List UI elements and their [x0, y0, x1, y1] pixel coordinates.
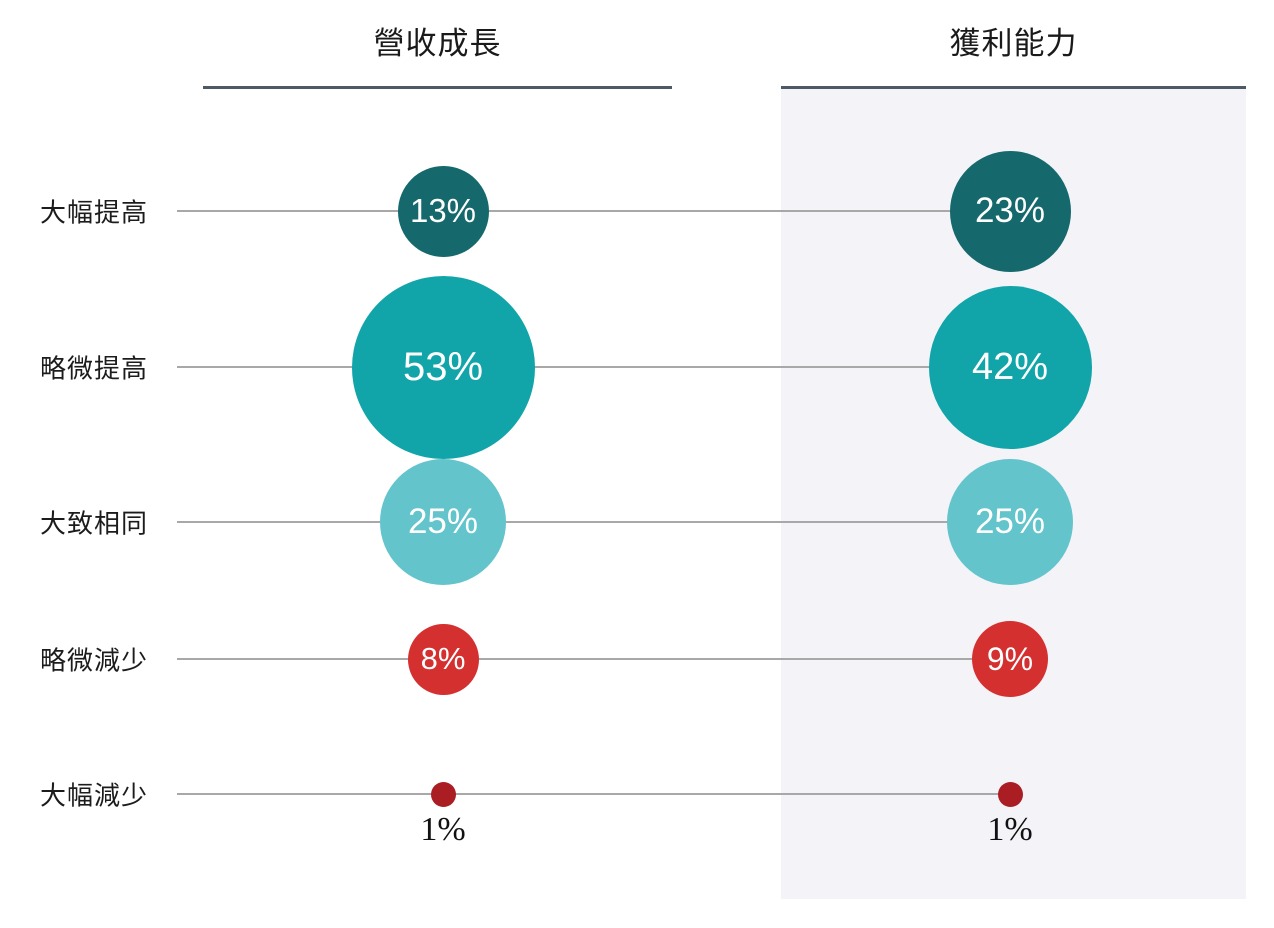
bubble-profitability-row3: 25% [947, 459, 1073, 585]
bubble-value-label: 25% [974, 502, 1046, 541]
header-rule-left [203, 86, 672, 89]
category-label: 略微減少 [40, 645, 149, 676]
bubble-profitability-row4: 9% [972, 621, 1048, 697]
bubble-profitability-row2: 42% [928, 285, 1092, 449]
bubble-profitability-row5 [997, 781, 1023, 807]
bubble-value-label-outside: 1% [420, 810, 466, 848]
category-label: 大幅提高 [40, 197, 149, 228]
category-label: 大致相同 [40, 508, 149, 539]
row-connector-line [177, 366, 1010, 368]
bubble-value-label: 53% [402, 344, 484, 389]
category-label: 大幅減少 [40, 780, 149, 811]
bubble-value-label: 13% [409, 192, 477, 229]
bubble-revenue-growth-row3: 25% [380, 459, 506, 585]
bubble-revenue-growth-row1: 13% [397, 165, 489, 257]
bubble-revenue-growth-row5 [430, 781, 456, 807]
category-label: 略微提高 [40, 353, 149, 384]
bubble-revenue-growth-row4: 8% [407, 623, 479, 695]
row-connector-line [177, 658, 1010, 660]
row-connector-line [177, 521, 1010, 523]
bubble-revenue-growth-row2: 53% [351, 275, 535, 459]
bubble-value-label: 25% [407, 502, 479, 541]
bubble-value-label: 9% [986, 640, 1034, 677]
column-header-profitability: 獲利能力 [949, 26, 1078, 61]
bubble-value-label: 42% [971, 345, 1049, 388]
column-header-revenue-growth: 營收成長 [373, 26, 502, 61]
bubble-value-label-outside: 1% [987, 810, 1033, 848]
row-connector-line [177, 210, 1010, 212]
row-connector-line [177, 793, 1010, 795]
bubble-profitability-row1: 23% [949, 150, 1071, 272]
bubble-value-label: 8% [420, 641, 466, 676]
bubble-value-label: 23% [974, 191, 1046, 230]
header-rule-right [781, 86, 1246, 89]
